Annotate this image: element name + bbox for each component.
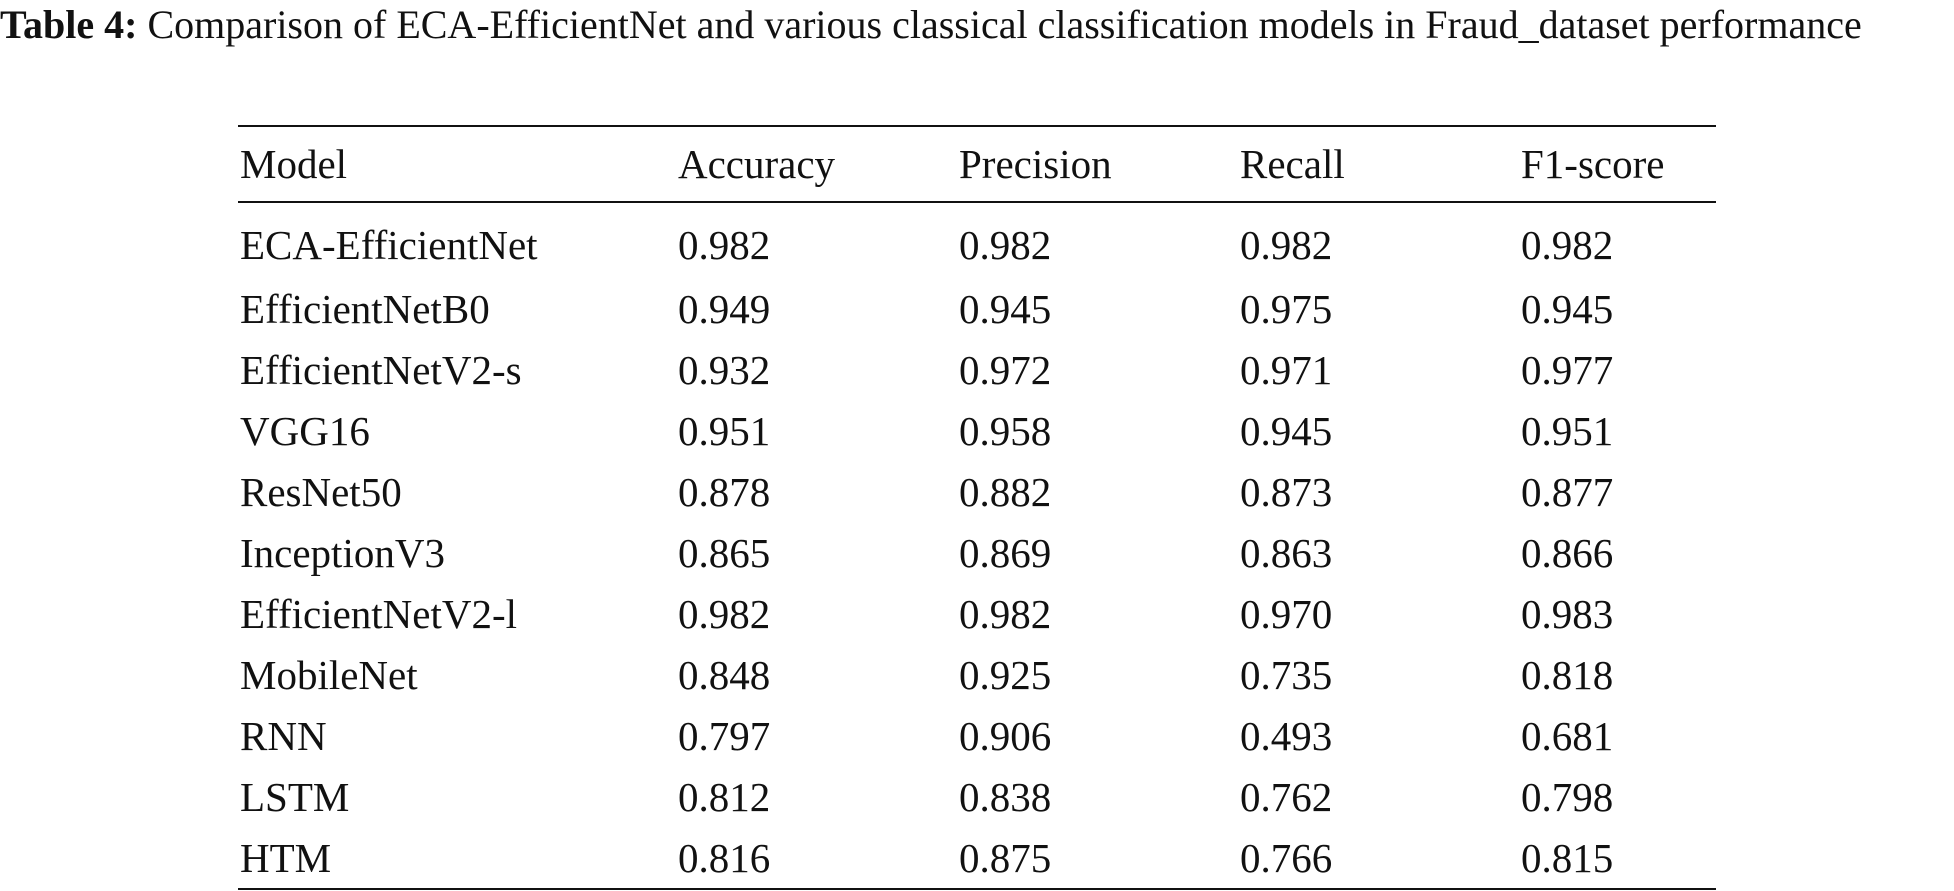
accuracy-cell: 0.982 <box>678 590 771 637</box>
recall-cell: 0.982 <box>1240 221 1333 268</box>
table-row: HTM 0.816 0.875 0.766 0.815 <box>238 827 1716 889</box>
precision-cell: 0.869 <box>959 529 1052 576</box>
recall-cell: 0.766 <box>1240 834 1333 881</box>
precision-cell: 0.945 <box>959 285 1052 332</box>
table-row: InceptionV3 0.865 0.869 0.863 0.866 <box>238 522 1716 583</box>
table-row: LSTM 0.812 0.838 0.762 0.798 <box>238 766 1716 827</box>
accuracy-cell: 0.982 <box>678 221 771 268</box>
model-name-cell: EfficientNetB0 <box>240 285 490 332</box>
results-table-container: Model Accuracy Precision Recall F1-score… <box>238 125 1716 890</box>
f1-score-cell: 0.945 <box>1521 285 1614 332</box>
table-row: EfficientNetV2-l 0.982 0.982 0.970 0.983 <box>238 583 1716 644</box>
f1-score-cell: 0.866 <box>1521 529 1614 576</box>
recall-cell: 0.873 <box>1240 468 1333 515</box>
model-name-cell: RNN <box>240 712 327 759</box>
accuracy-cell: 0.848 <box>678 651 771 698</box>
model-name-cell: LSTM <box>240 773 350 820</box>
recall-cell: 0.863 <box>1240 529 1333 576</box>
f1-score-cell: 0.982 <box>1521 221 1614 268</box>
precision-cell: 0.925 <box>959 651 1052 698</box>
f1-score-cell: 0.977 <box>1521 346 1614 393</box>
table-row: VGG16 0.951 0.958 0.945 0.951 <box>238 400 1716 461</box>
table-row: RNN 0.797 0.906 0.493 0.681 <box>238 705 1716 766</box>
accuracy-cell: 0.865 <box>678 529 771 576</box>
recall-cell: 0.945 <box>1240 407 1333 454</box>
precision-cell: 0.875 <box>959 834 1052 881</box>
results-table: Model Accuracy Precision Recall F1-score… <box>238 125 1716 890</box>
f1-score-cell: 0.798 <box>1521 773 1614 820</box>
recall-cell: 0.762 <box>1240 773 1333 820</box>
model-name-cell: InceptionV3 <box>240 529 445 576</box>
accuracy-cell: 0.797 <box>678 712 771 759</box>
f1-score-cell: 0.818 <box>1521 651 1614 698</box>
header-row: Model Accuracy Precision Recall F1-score <box>238 126 1716 202</box>
recall-cell: 0.971 <box>1240 346 1333 393</box>
table-caption-text: Comparison of ECA-EfficientNet and vario… <box>137 2 1862 47</box>
precision-cell: 0.838 <box>959 773 1052 820</box>
table-row: ResNet50 0.878 0.882 0.873 0.877 <box>238 461 1716 522</box>
accuracy-cell: 0.812 <box>678 773 771 820</box>
model-name-cell: ResNet50 <box>240 468 402 515</box>
column-header-accuracy: Accuracy <box>678 141 836 187</box>
column-header-precision: Precision <box>959 141 1112 187</box>
recall-cell: 0.970 <box>1240 590 1333 637</box>
recall-cell: 0.493 <box>1240 712 1333 759</box>
recall-cell: 0.735 <box>1240 651 1333 698</box>
model-name-cell: ECA-EfficientNet <box>240 221 538 268</box>
accuracy-cell: 0.816 <box>678 834 771 881</box>
f1-score-cell: 0.983 <box>1521 590 1614 637</box>
table-body: ECA-EfficientNet 0.982 0.982 0.982 0.982… <box>238 202 1716 889</box>
model-name-cell: EfficientNetV2-l <box>240 590 518 637</box>
model-name-cell: EfficientNetV2-s <box>240 346 522 393</box>
table-row: MobileNet 0.848 0.925 0.735 0.818 <box>238 644 1716 705</box>
precision-cell: 0.906 <box>959 712 1052 759</box>
model-name-cell: VGG16 <box>240 407 370 454</box>
accuracy-cell: 0.949 <box>678 285 771 332</box>
precision-cell: 0.958 <box>959 407 1052 454</box>
table-row: EfficientNetB0 0.949 0.945 0.975 0.945 <box>238 278 1716 339</box>
column-header-f1-score: F1-score <box>1521 141 1665 187</box>
accuracy-cell: 0.932 <box>678 346 771 393</box>
table-row: ECA-EfficientNet 0.982 0.982 0.982 0.982 <box>238 202 1716 278</box>
column-header-recall: Recall <box>1240 141 1345 187</box>
precision-cell: 0.972 <box>959 346 1052 393</box>
precision-cell: 0.982 <box>959 590 1052 637</box>
table-caption: Table 4: Comparison of ECA-EfficientNet … <box>0 0 1954 50</box>
f1-score-cell: 0.877 <box>1521 468 1614 515</box>
table-row: EfficientNetV2-s 0.932 0.972 0.971 0.977 <box>238 339 1716 400</box>
column-header-model: Model <box>240 141 348 187</box>
model-name-cell: MobileNet <box>240 651 418 698</box>
table-header: Model Accuracy Precision Recall F1-score <box>238 126 1716 202</box>
table-caption-label: Table 4: <box>0 2 138 47</box>
accuracy-cell: 0.951 <box>678 407 771 454</box>
f1-score-cell: 0.815 <box>1521 834 1614 881</box>
recall-cell: 0.975 <box>1240 285 1333 332</box>
f1-score-cell: 0.951 <box>1521 407 1614 454</box>
precision-cell: 0.982 <box>959 221 1052 268</box>
f1-score-cell: 0.681 <box>1521 712 1614 759</box>
model-name-cell: HTM <box>240 834 332 881</box>
precision-cell: 0.882 <box>959 468 1052 515</box>
accuracy-cell: 0.878 <box>678 468 771 515</box>
